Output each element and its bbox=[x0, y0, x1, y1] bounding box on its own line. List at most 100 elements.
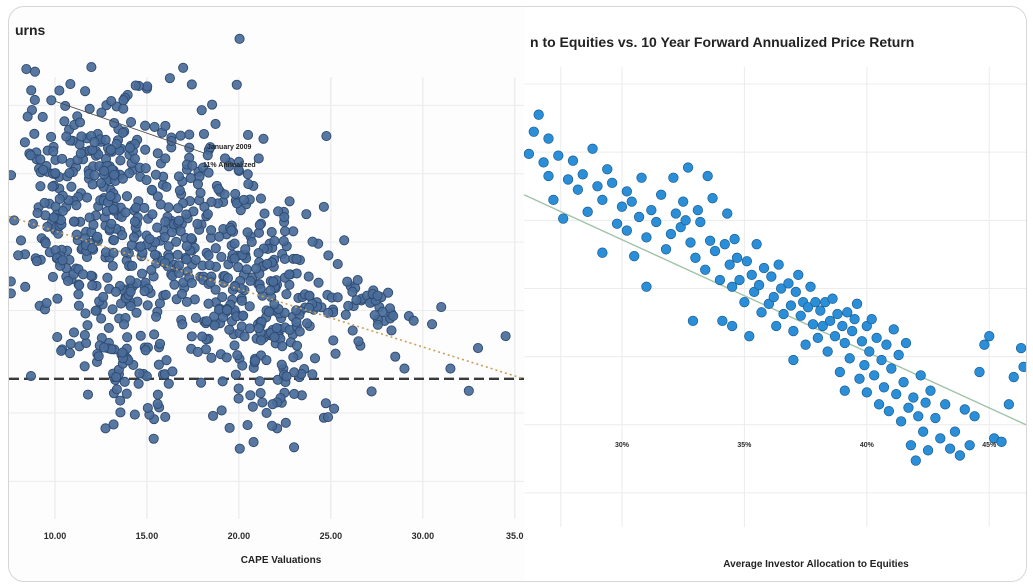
cape-data-point bbox=[96, 313, 107, 324]
cape-data-point bbox=[328, 335, 339, 346]
cape-data-point bbox=[320, 398, 331, 409]
cape-data-point bbox=[201, 316, 212, 327]
allocation-data-point bbox=[979, 339, 990, 350]
cape-data-point bbox=[366, 386, 377, 397]
allocation-data-point bbox=[795, 310, 806, 321]
cape-data-point bbox=[50, 168, 61, 179]
allocation-data-point bbox=[726, 281, 738, 292]
cape-data-point bbox=[206, 225, 217, 236]
allocation-data-point bbox=[910, 455, 921, 466]
cape-data-point bbox=[172, 249, 183, 260]
cape-data-point bbox=[181, 240, 192, 252]
allocation-data-point bbox=[582, 206, 593, 217]
allocation-data-point bbox=[678, 196, 689, 207]
cape-data-point bbox=[139, 202, 150, 214]
cape-data-point bbox=[140, 120, 151, 131]
cape-data-point bbox=[142, 300, 153, 311]
cape-data-point bbox=[372, 290, 383, 301]
allocation-data-point bbox=[621, 186, 632, 197]
allocation-data-point bbox=[646, 204, 657, 216]
cape-data-point bbox=[386, 325, 397, 336]
cape-data-point bbox=[332, 259, 343, 270]
cape-data-point bbox=[340, 309, 351, 320]
cape-data-point bbox=[161, 355, 172, 366]
cape-data-point bbox=[144, 233, 155, 245]
allocation-data-point bbox=[1008, 371, 1019, 383]
cape-data-point bbox=[131, 307, 142, 318]
allocation-data-point bbox=[878, 382, 890, 393]
cape-data-point bbox=[269, 235, 280, 247]
cape-data-point bbox=[87, 243, 98, 254]
cape-data-point bbox=[186, 233, 197, 244]
cape-data-point bbox=[175, 226, 186, 237]
cape-data-point bbox=[115, 155, 126, 166]
allocation-data-point bbox=[548, 194, 559, 206]
cape-data-point bbox=[129, 216, 140, 227]
allocation-data-point bbox=[592, 181, 603, 192]
allocation-data-point bbox=[641, 232, 652, 243]
cape-data-point bbox=[147, 209, 158, 220]
cape-data-point bbox=[119, 376, 130, 387]
cape-data-point bbox=[231, 79, 242, 90]
allocation-data-point bbox=[839, 337, 850, 349]
allocation-points bbox=[524, 109, 1026, 466]
allocation-data-point bbox=[871, 332, 882, 344]
cape-data-point bbox=[181, 209, 192, 220]
allocation-data-point bbox=[739, 296, 750, 308]
cape-x-tick-label: 10.00 bbox=[44, 531, 67, 541]
allocation-data-point bbox=[756, 307, 767, 318]
allocation-data-point bbox=[846, 325, 858, 337]
cape-data-point bbox=[184, 129, 195, 140]
allocation-data-point bbox=[641, 281, 652, 292]
cape-data-point bbox=[73, 289, 84, 300]
allocation-data-point bbox=[873, 399, 885, 410]
cape-data-point bbox=[119, 319, 130, 330]
allocation-data-point bbox=[849, 313, 860, 325]
cape-data-point bbox=[152, 389, 163, 400]
allocation-data-point bbox=[954, 450, 966, 461]
cape-data-point bbox=[247, 401, 258, 412]
cape-data-point bbox=[61, 131, 72, 142]
cape-data-point bbox=[117, 347, 128, 358]
cape-data-point bbox=[37, 111, 48, 123]
cape-chart-panel: January 2009 11% Annualized 10.00 15.00 20… bbox=[9, 7, 524, 581]
cape-data-point bbox=[125, 116, 137, 128]
cape-data-point bbox=[253, 153, 264, 164]
allocation-data-point bbox=[925, 385, 936, 396]
cape-data-point bbox=[238, 194, 249, 205]
allocation-data-point bbox=[687, 315, 699, 327]
allocation-data-point bbox=[633, 211, 645, 223]
cape-data-point bbox=[472, 343, 484, 354]
cape-data-point bbox=[206, 352, 217, 363]
cape-data-point bbox=[151, 311, 162, 322]
cape-data-point bbox=[321, 130, 332, 142]
cape-data-point bbox=[15, 235, 27, 246]
cape-data-point bbox=[224, 324, 235, 335]
cape-data-point bbox=[289, 388, 300, 399]
allocation-data-point bbox=[898, 377, 909, 388]
cape-data-point bbox=[242, 129, 254, 140]
cape-data-point bbox=[210, 243, 221, 254]
cape-data-point bbox=[248, 437, 259, 448]
cape-data-point bbox=[242, 169, 253, 180]
allocation-data-point bbox=[682, 162, 694, 173]
cape-data-point bbox=[208, 410, 219, 421]
allocation-data-point bbox=[626, 196, 637, 207]
cape-data-point bbox=[117, 173, 128, 184]
allocation-data-point bbox=[800, 339, 811, 350]
allocation-trendline bbox=[524, 194, 1026, 426]
cape-data-point bbox=[195, 187, 206, 198]
cape-data-point bbox=[39, 197, 50, 208]
allocation-data-point bbox=[597, 194, 608, 206]
cape-data-point bbox=[213, 184, 224, 195]
cape-data-point bbox=[284, 269, 295, 280]
cape-data-point bbox=[278, 235, 289, 247]
cape-data-point bbox=[304, 290, 315, 301]
cape-data-point bbox=[216, 405, 227, 416]
allocation-data-point bbox=[602, 164, 613, 175]
cape-data-point bbox=[160, 216, 171, 227]
allocation-data-point bbox=[778, 308, 789, 320]
cape-data-point bbox=[41, 298, 52, 309]
allocation-data-point bbox=[810, 296, 821, 308]
cape-data-point bbox=[186, 331, 197, 342]
